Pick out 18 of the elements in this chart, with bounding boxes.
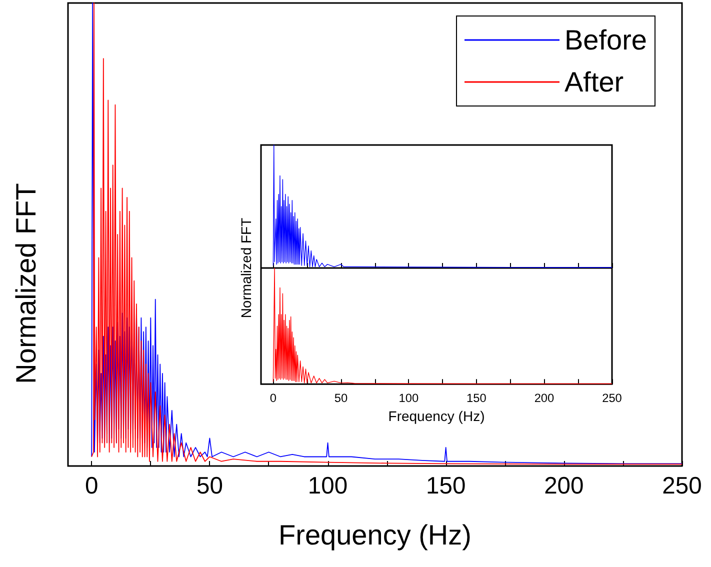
y-axis-title: Normalized FFT xyxy=(238,218,254,318)
x-tick-label: 100 xyxy=(308,472,348,500)
y-axis-title: Normalized FFT xyxy=(10,183,42,384)
x-tick-label: 250 xyxy=(602,391,622,406)
legend-label: Before xyxy=(564,24,648,56)
x-axis-title: Frequency (Hz) xyxy=(278,520,472,550)
x-tick-label: 50 xyxy=(196,472,223,500)
x-tick-label: 150 xyxy=(426,472,466,500)
x-tick-label: 50 xyxy=(334,391,348,406)
x-tick-label: 0 xyxy=(270,391,277,406)
x-tick-label: 200 xyxy=(534,391,555,406)
x-tick-label: 250 xyxy=(662,472,702,500)
x-tick-label: 200 xyxy=(544,472,584,500)
x-tick-label: 0 xyxy=(84,472,98,500)
x-axis-title: Frequency (Hz) xyxy=(388,408,485,424)
x-tick-label: 150 xyxy=(466,391,487,406)
x-tick-label: 100 xyxy=(398,391,420,406)
legend-label: After xyxy=(564,66,624,98)
